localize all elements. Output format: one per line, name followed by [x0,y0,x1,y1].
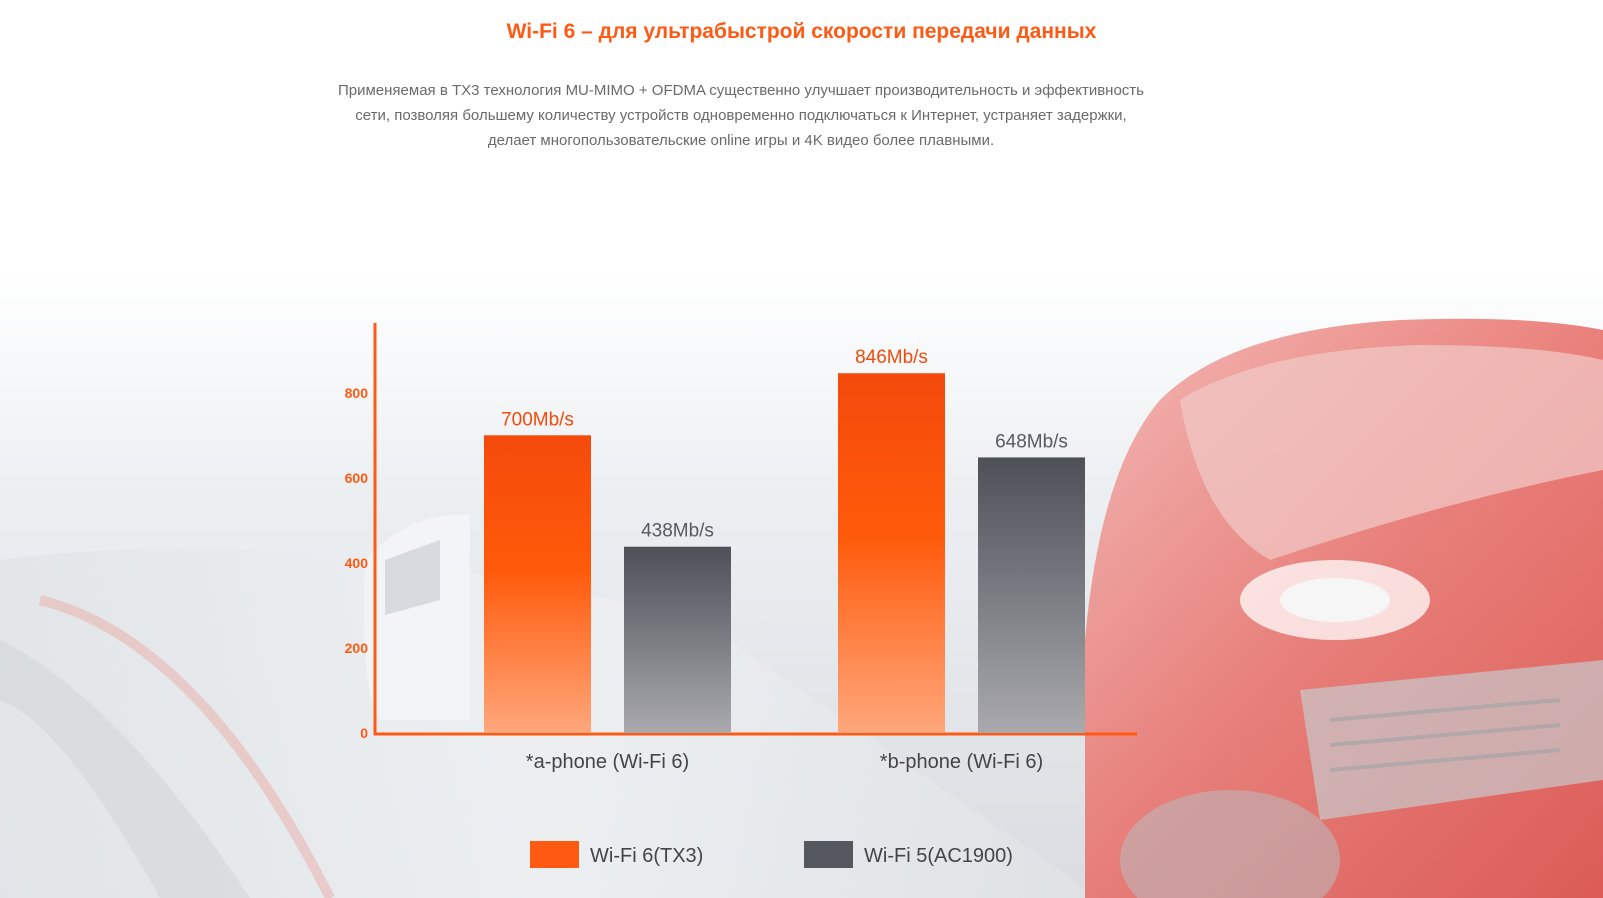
page-title: Wi-Fi 6 – для ультрабыстрой скорости пер… [506,20,1097,43]
bar-value-label: 438Mb/s [641,521,714,542]
legend-label: Wi-Fi 5(AC1900) [864,845,1013,867]
y-tick-label: 800 [345,385,369,401]
description-line: Применяемая в TX3 технология MU-MIMO + O… [337,82,1144,99]
description-line: делает многопользовательские online игры… [487,132,995,149]
category-labels: *a-phone (Wi-Fi 6) *b-phone (Wi-Fi 6) [526,751,1043,773]
bar-value-label: 700Mb/s [501,409,574,430]
bar-wifi5 [624,546,731,733]
bar-wifi6 [838,373,945,733]
legend: Wi-Fi 6(TX3) Wi-Fi 5(AC1900) [530,841,1013,868]
category-label: *a-phone (Wi-Fi 6) [526,751,689,773]
category-label: *b-phone (Wi-Fi 6) [880,751,1043,773]
page-description: Применяемая в TX3 технология MU-MIMO + O… [301,78,1181,153]
bar-value-label: 846Mb/s [855,347,928,368]
legend-swatch-wifi6 [530,841,579,868]
legend-label: Wi-Fi 6(TX3) [590,845,703,867]
bar-wifi5 [978,457,1085,733]
y-tick-label: 400 [345,555,369,571]
description-line: сети, позволяя большему количеству устро… [355,107,1127,124]
y-tick-label: 200 [345,640,369,656]
bar-value-label: 648Mb/s [995,431,1068,452]
bar-wifi6 [484,435,591,733]
y-axis-ticks: 0 200 400 600 800 [345,385,369,741]
bars: 700Mb/s 438Mb/s 846Mb/s 648Mb/s [484,347,1085,733]
y-tick-label: 0 [360,725,368,741]
y-tick-label: 600 [345,470,369,486]
legend-swatch-wifi5 [804,841,853,868]
